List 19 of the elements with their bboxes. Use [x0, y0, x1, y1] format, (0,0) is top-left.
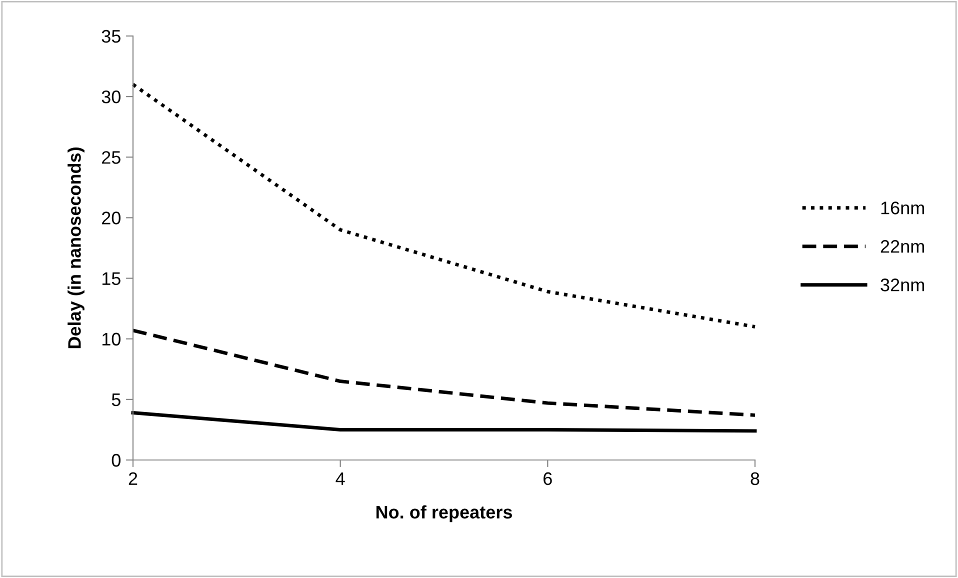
x-axis-title: No. of repeaters — [376, 505, 512, 522]
y-tick-label: 35 — [102, 30, 120, 43]
y-tick-label: 5 — [112, 394, 120, 406]
legend-label: 16nm — [881, 202, 924, 214]
x-tick-label: 8 — [750, 472, 760, 486]
y-tick-label: 15 — [102, 272, 120, 286]
y-tick-label: 20 — [102, 212, 120, 224]
x-tick-label: 2 — [128, 472, 138, 485]
y-tick-label: 25 — [102, 151, 120, 164]
y-tick-label: 10 — [102, 332, 120, 346]
y-tick-label: 0 — [112, 454, 120, 467]
line-series — [131, 328, 757, 417]
y-tick-label: 30 — [102, 90, 120, 104]
legend-label: 32nm — [880, 278, 924, 292]
x-tick-label: 6 — [544, 472, 552, 486]
line-series — [131, 82, 757, 328]
y-axis-title: Delay (in nanoseconds) — [68, 148, 84, 348]
legend-label: 22nm — [880, 240, 924, 253]
x-tick-label: 4 — [336, 472, 345, 485]
